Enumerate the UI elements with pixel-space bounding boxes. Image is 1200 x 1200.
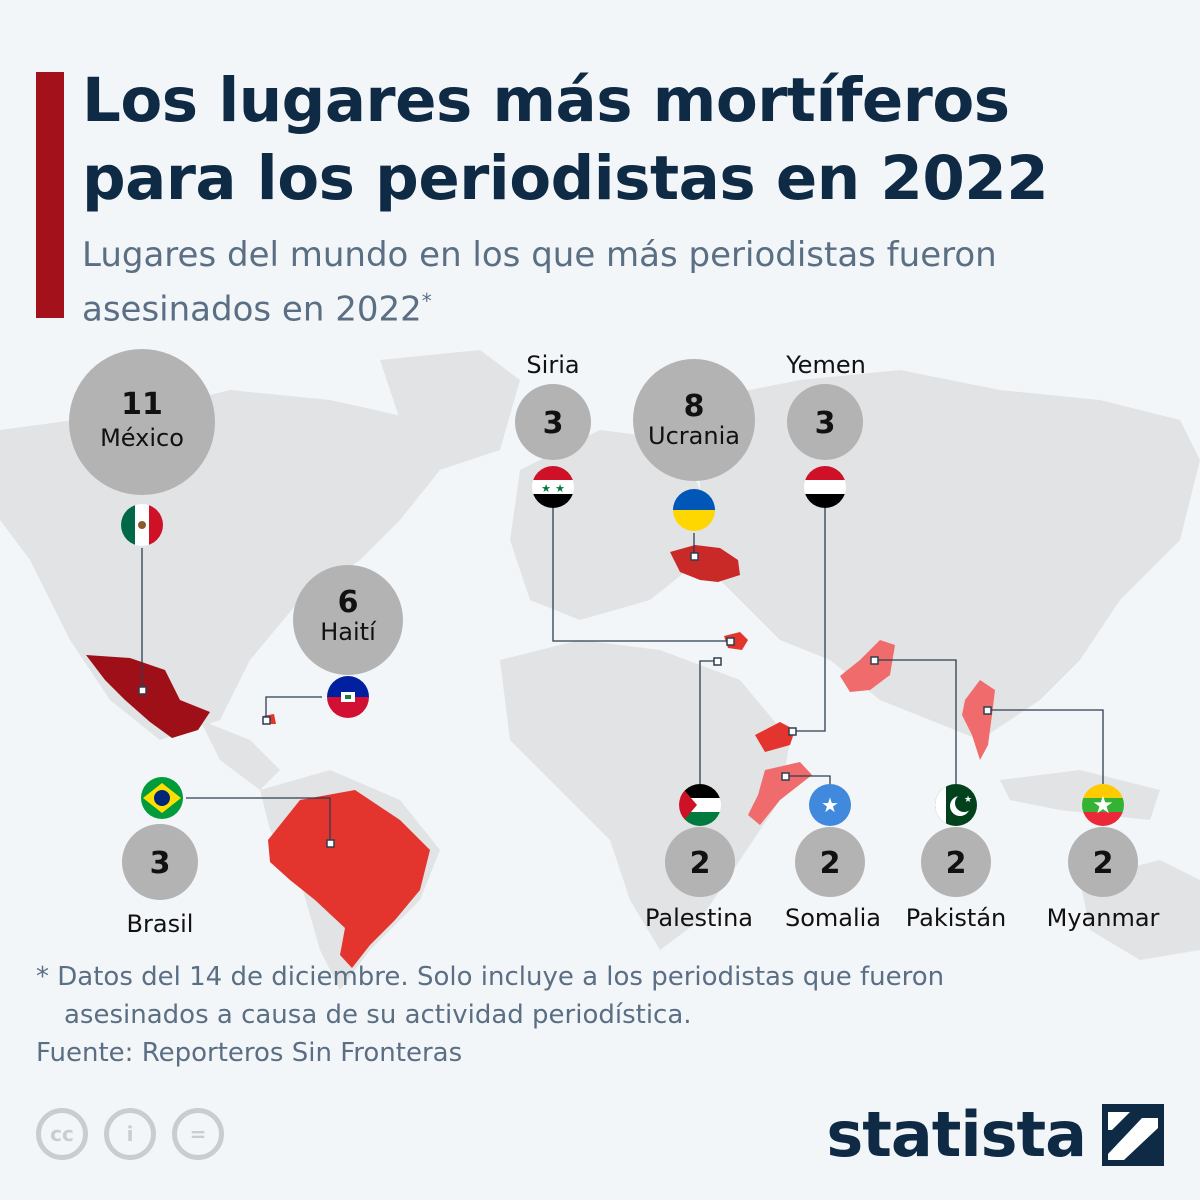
yemen-flag-icon <box>804 466 846 508</box>
bubbles <box>69 349 1138 900</box>
myanmar-flag-icon: ★ <box>1082 784 1124 826</box>
syria-bubble <box>515 384 591 460</box>
somalia-connector <box>785 775 831 784</box>
palestine-bubble <box>665 827 735 897</box>
ukraine-flag-icon <box>673 489 715 531</box>
syria-flag-icon: ★ ★ <box>532 466 574 508</box>
brazil-connector <box>186 797 331 843</box>
brazil-flag-icon <box>141 777 183 819</box>
ukraine-value: 8 <box>684 389 705 424</box>
statista-logo: statista <box>826 1098 1164 1171</box>
haiti-connector <box>265 696 322 720</box>
land-central-america <box>200 720 280 790</box>
myanmar-bubble <box>1068 827 1138 897</box>
palestine-flag-icon <box>679 784 721 826</box>
mexico-flag-icon <box>121 504 163 546</box>
ukraine-shape <box>670 545 740 582</box>
creative-commons-icon: cc <box>36 1108 88 1160</box>
attribution-icon: i <box>104 1108 156 1160</box>
connector-markers <box>138 552 992 848</box>
yemen-connector <box>792 508 826 732</box>
mexico-bubble <box>69 349 215 495</box>
svg-text:★: ★ <box>964 795 972 805</box>
myanmar-name: Myanmar <box>1047 904 1160 932</box>
palestine-value: 2 <box>690 846 711 881</box>
svg-text:★: ★ <box>555 482 565 495</box>
haiti-value: 6 <box>338 585 359 620</box>
pakistan-connector <box>874 659 957 784</box>
somalia-shape <box>748 762 812 825</box>
yemen-bubble <box>787 384 863 460</box>
mexico-value: 11 <box>121 387 163 422</box>
myanmar-value: 2 <box>1093 846 1114 881</box>
country-names: México Ucrania Haití Siria Yemen Brasil … <box>100 351 1159 938</box>
pakistan-bubble <box>921 827 991 897</box>
pakistan-value: 2 <box>946 846 967 881</box>
haiti-name: Haití <box>320 618 377 646</box>
accent-bar <box>36 72 64 318</box>
no-derivatives-icon: = <box>172 1108 224 1160</box>
page-title: Los lugares más mortíferos para los peri… <box>82 65 1049 214</box>
somalia-flag-icon: ★ <box>809 784 851 826</box>
mexico-name: México <box>100 424 184 452</box>
yemen-shape <box>755 722 795 752</box>
subtitle-footnote-mark: * <box>421 289 432 313</box>
connector-lines <box>141 508 1104 843</box>
ukraine-name: Ucrania <box>648 422 740 450</box>
pakistan-shape <box>840 640 895 692</box>
palestine-name: Palestina <box>645 904 753 932</box>
haiti-bubble <box>293 565 403 675</box>
somalia-name: Somalia <box>785 904 881 932</box>
syria-name: Siria <box>526 351 579 379</box>
yemen-value: 3 <box>815 406 836 441</box>
svg-text:★: ★ <box>1092 791 1114 819</box>
license-icons: cc i = <box>36 1108 224 1160</box>
footnote: * Datos del 14 de diciembre. Solo incluy… <box>36 962 945 1030</box>
pakistan-name: Pakistán <box>906 904 1007 932</box>
haiti-flag-icon <box>327 676 369 718</box>
syria-value: 3 <box>543 406 564 441</box>
brazil-bubble <box>122 824 198 900</box>
svg-text:★: ★ <box>821 793 839 817</box>
brazil-shape <box>268 790 430 968</box>
myanmar-connector <box>987 709 1104 784</box>
syria-connector <box>552 508 730 642</box>
myanmar-shape <box>962 680 995 760</box>
land-greenland <box>380 350 520 470</box>
land-indonesia <box>1000 770 1160 820</box>
svg-text:★: ★ <box>541 482 551 495</box>
brazil-value: 3 <box>150 846 171 881</box>
somalia-value: 2 <box>820 846 841 881</box>
ukraine-bubble <box>633 359 755 481</box>
somalia-bubble <box>795 827 865 897</box>
highlighted-countries <box>86 545 995 968</box>
pakistan-flag-icon: ★ <box>935 784 977 826</box>
brand-name: statista <box>826 1098 1087 1171</box>
bubble-values: 11 8 6 3 3 3 2 2 2 2 <box>121 387 1113 881</box>
land-asia <box>700 370 1200 740</box>
brazil-name: Brasil <box>127 910 194 938</box>
statista-mark-icon <box>1102 1103 1164 1166</box>
yemen-name: Yemen <box>785 351 866 379</box>
mexico-shape <box>86 655 210 738</box>
palestine-connector <box>699 660 717 784</box>
source-text: Fuente: Reporteros Sin Fronteras <box>36 1038 463 1068</box>
page-subtitle: Lugares del mundo en los que más periodi… <box>82 232 1162 332</box>
subtitle-text: Lugares del mundo en los que más periodi… <box>82 235 997 330</box>
land-north-america <box>0 390 440 740</box>
